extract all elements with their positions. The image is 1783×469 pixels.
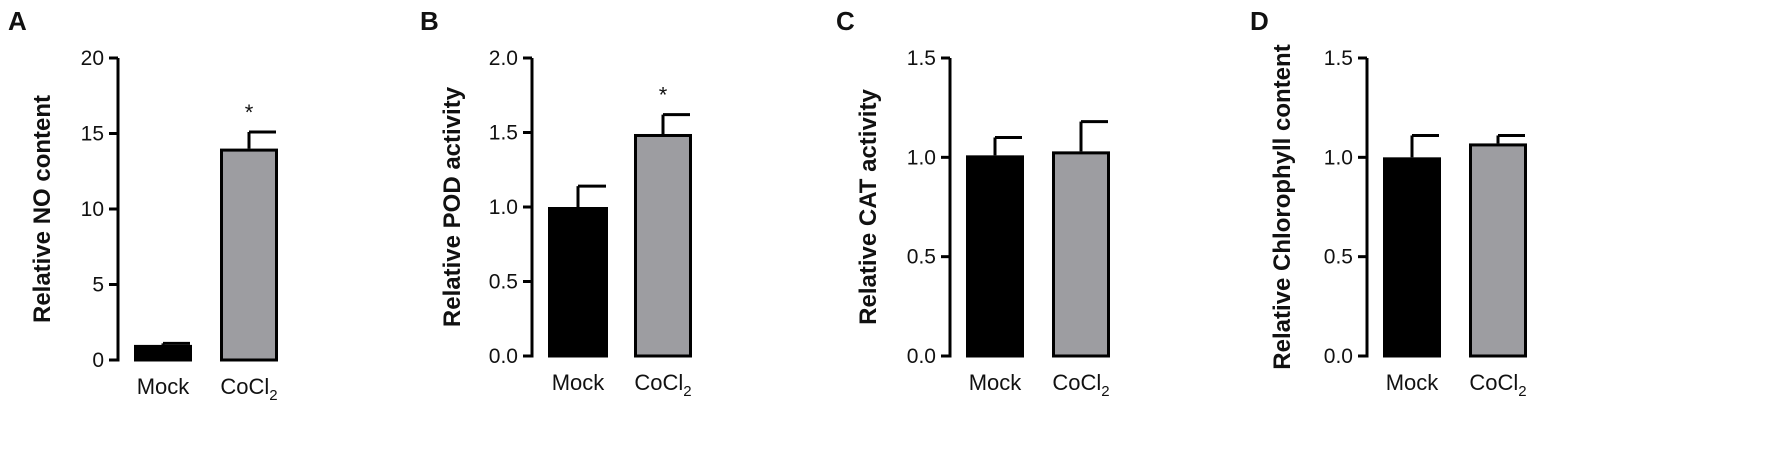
y-tick-label: 1.0 (1324, 146, 1353, 169)
bar-cocl2 (634, 133, 692, 358)
y-tick-label: 0.0 (489, 345, 518, 368)
bar-cocl2 (1052, 151, 1110, 358)
y-tick-label: 5 (92, 274, 104, 297)
x-category-label: CoCl2 (220, 374, 277, 404)
bar-cocl2 (1469, 143, 1527, 358)
panel-c: C Relative CAT activity 0.0 0.5 1.0 1.5 Mock Co… (836, 6, 1110, 400)
significance-marker: * (659, 83, 668, 108)
y-tick-label: 10 (81, 198, 104, 221)
panel-letter: C (836, 6, 855, 36)
x-category-label: Mock (137, 374, 191, 399)
y-tick-label: 0 (92, 349, 104, 372)
x-category-label: CoCl2 (634, 370, 691, 400)
panel-letter: D (1250, 6, 1269, 36)
panel-b: B Relative POD activity 0.0 0.5 1.0 1.5 2.0 Moc… (420, 6, 692, 400)
y-tick-label: 1.0 (907, 146, 936, 169)
bar-mock (966, 155, 1024, 358)
y-axis-label: Relative POD activity (439, 86, 466, 327)
y-tick-label: 1.5 (1324, 47, 1353, 70)
y-tick-label: 20 (81, 47, 104, 70)
y-tick-label: 1.5 (907, 47, 936, 70)
y-tick-label: 1.0 (489, 196, 518, 219)
panel-letter: A (8, 6, 27, 36)
y-tick-label: 0.0 (907, 345, 936, 368)
significance-marker: * (245, 100, 254, 125)
y-tick-label: 0.5 (489, 271, 518, 294)
bar-mock (134, 344, 192, 362)
x-category-label: Mock (552, 370, 606, 395)
y-tick-label: 0.0 (1324, 345, 1353, 368)
y-axis-label: Relative Chlorophyll content (1269, 44, 1296, 369)
y-tick-label: 0.5 (907, 246, 936, 269)
y-tick-label: 2.0 (489, 47, 518, 70)
bar-mock (1383, 157, 1441, 358)
bar-cocl2 (220, 148, 278, 362)
y-axis-label: Relative CAT activity (855, 89, 882, 325)
x-category-label: CoCl2 (1469, 370, 1526, 400)
y-axis-label: Relative NO content (29, 95, 56, 323)
bar-mock (548, 207, 608, 358)
y-tick-label: 0.5 (1324, 246, 1353, 269)
panel-letter: B (420, 6, 439, 36)
panel-a: A Relative NO content 0 5 10 15 20 Mock * CoCl2 (8, 6, 278, 404)
y-tick-label: 1.5 (489, 122, 518, 145)
x-category-label: Mock (1386, 370, 1440, 395)
x-category-label: CoCl2 (1052, 370, 1109, 400)
y-tick-label: 15 (81, 123, 104, 146)
x-category-label: Mock (969, 370, 1023, 395)
